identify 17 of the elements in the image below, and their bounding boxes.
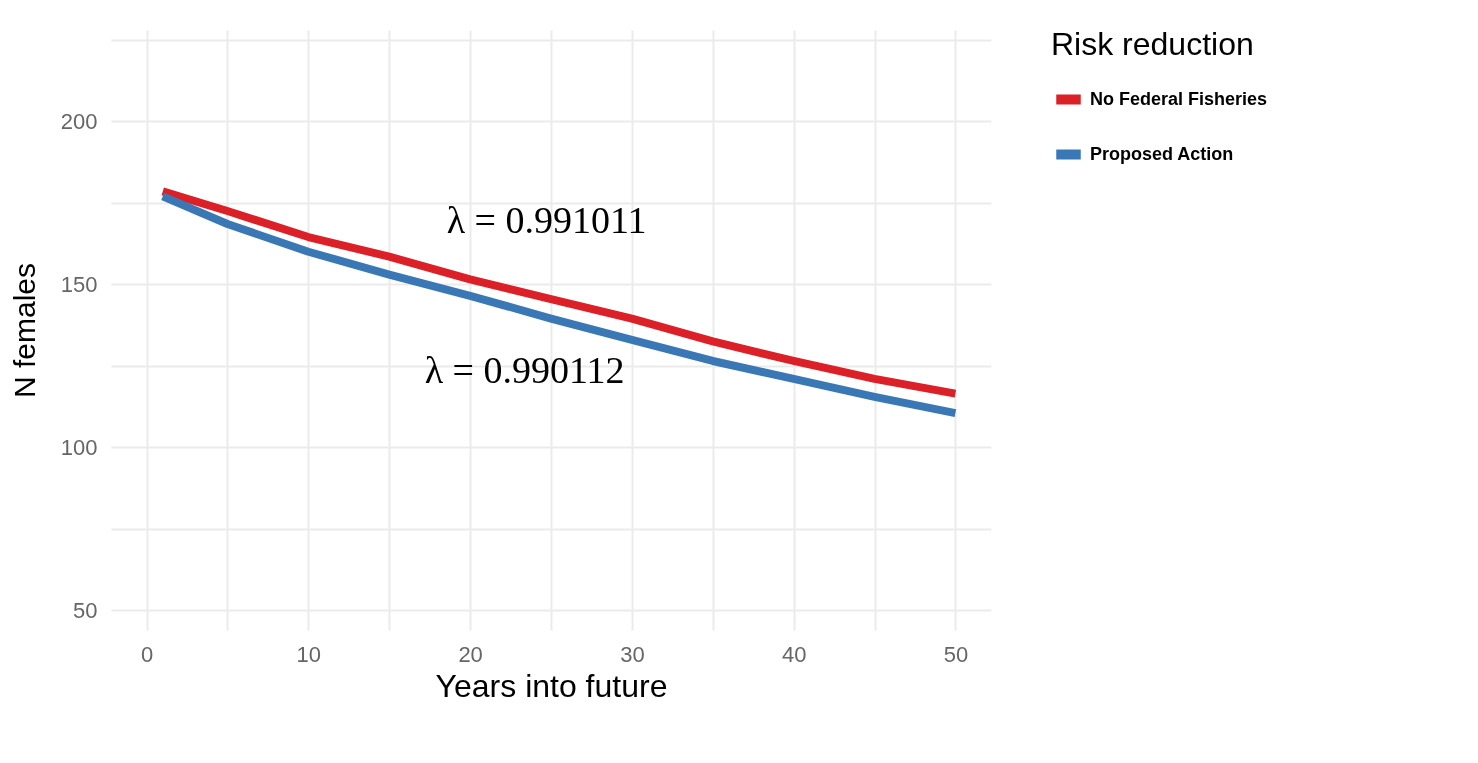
y-tick-label: 150 xyxy=(60,271,98,297)
x-axis-title: Years into future xyxy=(435,667,668,704)
x-tick-label: 20 xyxy=(458,641,483,667)
legend-label: Proposed Action xyxy=(1090,143,1234,164)
y-tick-label: 50 xyxy=(73,597,98,623)
x-tick-label: 30 xyxy=(620,641,645,667)
y-tick-label: 100 xyxy=(60,434,98,460)
x-tick-label: 10 xyxy=(296,641,322,667)
legend-label: No Federal Fisheries xyxy=(1090,88,1268,109)
legend-title: Risk reduction xyxy=(1051,26,1254,62)
annotation: λ = 0.991011 xyxy=(446,199,647,241)
x-tick-label: 40 xyxy=(781,641,807,667)
x-tick-label: 50 xyxy=(943,641,969,667)
annotation: λ = 0.990112 xyxy=(424,349,625,391)
y-axis-title: N females xyxy=(7,262,41,399)
x-tick-label: 0 xyxy=(140,641,154,667)
y-tick-label: 200 xyxy=(60,108,98,134)
